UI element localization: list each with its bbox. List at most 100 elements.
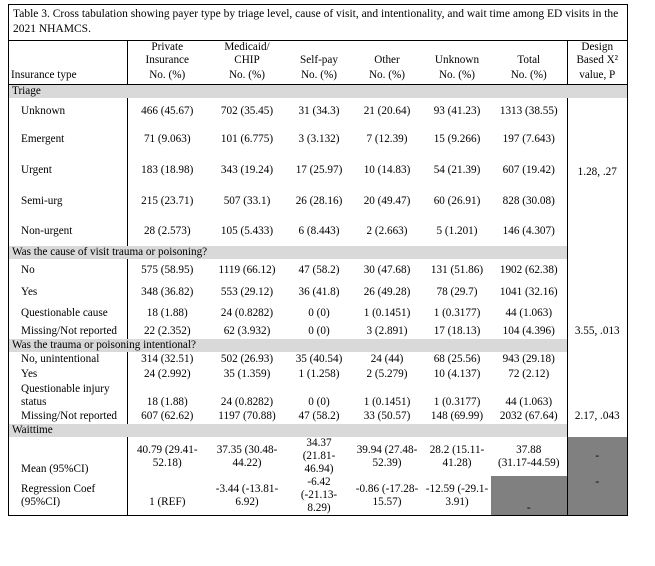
table-cell: 3 (3.132) xyxy=(298,132,340,145)
col-head-private: Private Insurance xyxy=(127,41,207,67)
stat-cell: 1.28, .27 xyxy=(577,165,617,178)
table-cell: 1 (0.3177) xyxy=(433,396,481,408)
stat-cell-shaded: - xyxy=(567,437,627,476)
cell-line2: 6.92) xyxy=(235,495,259,508)
section-title: Triage xyxy=(9,84,567,98)
row-label: Questionable cause xyxy=(9,303,128,323)
table-cell: 131 (51.86) xyxy=(430,263,484,276)
row-label: Missing/Not reported xyxy=(9,409,128,424)
table-cell: 943 (29.18) xyxy=(491,352,568,367)
col-head-medicaid-line1: Medicaid/ xyxy=(224,41,270,53)
table-cell: 34.37 (21.81- 46.94) xyxy=(287,437,351,476)
table-cell: 215 (23.71) xyxy=(141,194,194,207)
table-cell: 314 (32.51) xyxy=(141,353,194,365)
table-row: No 575 (58.95) 1119 (66.12) 47 (58.2) 30… xyxy=(9,259,627,281)
col-head-other-line2: Other xyxy=(374,54,400,66)
unit-selfpay: No. (%) xyxy=(287,67,351,85)
row-label-line2: status xyxy=(21,396,47,408)
cell-line1: 40.79 (29.41- xyxy=(136,443,198,456)
stat-cell: 3.55, .013 xyxy=(574,324,620,337)
table-cell: 72 (2.12) xyxy=(491,367,568,382)
table-cell: 1 (1.258) xyxy=(298,368,340,380)
table-cell: 71 (9.063) xyxy=(143,132,191,145)
table-cell: 502 (26.93) xyxy=(220,353,274,365)
table-cell: 24 (0.8282) xyxy=(220,396,274,408)
table-row: Emergent 71 (9.063) 101 (6.775) 3 (3.132… xyxy=(9,124,627,154)
table-row: Missing/Not reported 607 (62.62) 1197 (7… xyxy=(9,409,627,424)
stat-spacer xyxy=(567,259,627,323)
row-label: Emergent xyxy=(9,124,128,154)
table-cell: -0.86 (-17.28- 15.57) xyxy=(351,476,423,515)
row-label-line1: Questionable injury xyxy=(21,383,110,395)
table-cell: 28 (2.573) xyxy=(143,224,191,237)
table-cell: 607 (62.62) xyxy=(141,410,194,422)
table-cell: 28.2 (15.11- 41.28) xyxy=(423,437,491,476)
unit-medicaid: No. (%) xyxy=(207,67,287,85)
stat-spacer xyxy=(567,352,627,409)
table-cell: 33 (50.57) xyxy=(363,410,411,422)
cell-line2: 1 (REF) xyxy=(149,495,186,508)
stat-cell: 2.17, .043 xyxy=(574,410,620,422)
table-cell: 62 (3.932) xyxy=(223,324,271,337)
table-row: Urgent 183 (18.98) 343 (19.24) 17 (25.97… xyxy=(9,154,627,186)
row-label: No, unintentional xyxy=(9,352,128,367)
cell-line1: 39.94 (27.48- xyxy=(356,443,418,456)
table-cell: 1902 (62.38) xyxy=(491,259,568,281)
cell-line2: (31.17-44.59) xyxy=(497,456,560,469)
row-label-header: Insurance type xyxy=(9,67,128,85)
section-header-trauma: Was the cause of visit trauma or poisoni… xyxy=(9,246,627,259)
table-cell: 1 (0.3177) xyxy=(433,306,481,319)
table-cell: 0 (0) xyxy=(308,396,330,408)
table-cell: 10 (14.83) xyxy=(363,163,411,176)
table-cell: -3.44 (-13.81- 6.92) xyxy=(207,476,287,515)
table-cell: 18 (1.88) xyxy=(146,306,188,319)
table-cell: 0 (0) xyxy=(308,324,330,337)
unit-other: No. (%) xyxy=(351,67,423,85)
table-cell: 39.94 (27.48- 52.39) xyxy=(351,437,423,476)
row-label: Unknown xyxy=(9,98,128,124)
row-label: Yes xyxy=(9,367,128,382)
col-head-selfpay: Self-pay xyxy=(287,41,351,67)
section-filler xyxy=(567,84,627,98)
table-cell: 78 (29.7) xyxy=(436,285,478,298)
row-label: Non-urgent xyxy=(9,216,128,246)
cell-line1: 37.88 xyxy=(516,443,542,456)
table-cell: 1041 (32.16) xyxy=(491,281,568,303)
row-label-line2: (95%CI) xyxy=(21,495,61,508)
cell-line2: 52.39) xyxy=(372,456,402,469)
col-head-design-line1: Design xyxy=(581,41,614,53)
table-cell: -12.59 (-29.1- 3.91) xyxy=(423,476,491,515)
table-container: Table 3. Cross tabulation showing payer … xyxy=(8,4,628,516)
col-head-other: Other xyxy=(351,41,423,67)
table-cell: 30 (47.68) xyxy=(363,263,411,276)
col-head-total-line2: Total xyxy=(517,54,541,66)
col-head-selfpay-line2: Self-pay xyxy=(300,54,338,66)
table-cell: 343 (19.24) xyxy=(220,163,274,176)
row-label: Questionable injury status xyxy=(9,382,128,409)
table-cell: 0 (0) xyxy=(308,306,330,319)
cell-line2: 46.94) xyxy=(304,463,334,475)
table-row: Mean (95%CI) 40.79 (29.41- 52.18) 37.35 (… xyxy=(9,437,627,476)
header-corner xyxy=(9,41,128,67)
table-row: Regression Coef (95%CI) 1 (REF) -3.44 (-1… xyxy=(9,476,627,515)
col-head-unknown: Unknown xyxy=(423,41,491,67)
section-filler xyxy=(567,339,627,352)
table-cell: 101 (6.775) xyxy=(220,132,274,145)
table-cell: 607 (19.42) xyxy=(491,154,568,186)
unit-unknown: No. (%) xyxy=(423,67,491,85)
table-cell: 22 (2.352) xyxy=(143,324,191,337)
cell-line1: 28.2 (15.11- xyxy=(429,443,485,456)
table-cell: 21 (20.64) xyxy=(363,104,411,117)
table-cell: 7 (12.39) xyxy=(366,132,408,145)
table-cell: 828 (30.08) xyxy=(491,186,568,216)
table-row: Semi-urg 215 (23.71) 507 (33.1) 26 (28.1… xyxy=(9,186,627,216)
table-row: Yes 24 (2.992) 35 (1.359) 1 (1.258) 2 (5… xyxy=(9,367,627,382)
header-units-row: Insurance type No. (%) No. (%) No. (%) N… xyxy=(9,67,627,85)
table-cell: 575 (58.95) xyxy=(141,263,194,276)
table-cell: 5 (1.201) xyxy=(436,224,478,237)
table-cell: 1313 (38.55) xyxy=(491,98,568,124)
cell-line2: 3.91) xyxy=(445,495,469,508)
unit-design: value, P xyxy=(567,67,627,85)
table-row: Yes 348 (36.82) 553 (29.12) 36 (41.8) 26… xyxy=(9,281,627,303)
section-title: Was the trauma or poisoning intentional? xyxy=(9,339,568,352)
